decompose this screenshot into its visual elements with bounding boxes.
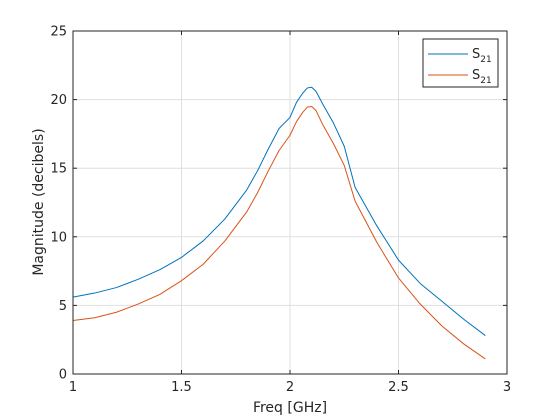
legend-entry-s21-blue: S21 bbox=[472, 47, 492, 65]
series-line-1 bbox=[72, 105, 486, 360]
series-line-0 bbox=[72, 86, 486, 336]
legend-entry-s21-blue-sub: 21 bbox=[480, 55, 491, 65]
legend-entry-s21-orange-name: S bbox=[472, 68, 480, 83]
tick-labels: 1 1.5 2 2.5 3 0 5 10 15 20 25 bbox=[50, 25, 511, 396]
legend: S21 S21 bbox=[422, 38, 499, 88]
x-axis-label: Freq [GHz] bbox=[253, 400, 327, 416]
y-tick-label: 0 bbox=[59, 368, 67, 383]
x-tick-label: 1 bbox=[69, 380, 77, 395]
series-layer bbox=[72, 86, 486, 360]
ticks bbox=[72, 30, 508, 375]
legend-entry-s21-orange-sub: 21 bbox=[480, 76, 491, 86]
legend-entry-s21-orange: S21 bbox=[472, 68, 492, 86]
x-tick-label: 1.5 bbox=[171, 380, 192, 395]
x-tick-label: 3 bbox=[503, 380, 511, 395]
x-tick-label: 2.5 bbox=[388, 380, 409, 395]
x-tick-label: 2 bbox=[286, 380, 294, 395]
y-tick-label: 15 bbox=[50, 162, 67, 177]
y-axis-label: Magnitude (decibels) bbox=[31, 128, 47, 275]
y-tick-label: 20 bbox=[50, 93, 67, 108]
y-tick-label: 10 bbox=[50, 230, 67, 245]
legend-entry-s21-blue-name: S bbox=[472, 47, 480, 62]
legend-box bbox=[422, 38, 499, 88]
y-tick-label: 5 bbox=[59, 299, 67, 314]
y-tick-label: 25 bbox=[50, 25, 67, 40]
